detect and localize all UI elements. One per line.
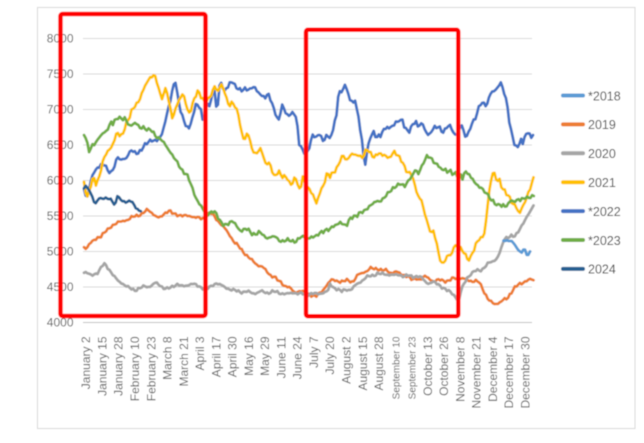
svg-text:June 11: June 11 (274, 336, 288, 378)
svg-text:March 21: March 21 (177, 336, 191, 386)
svg-text:October 13: October 13 (421, 336, 435, 396)
svg-text:4000: 4000 (47, 316, 74, 330)
svg-text:August 28: August 28 (372, 336, 386, 390)
svg-text:November 21: November 21 (470, 336, 484, 408)
svg-text:January 2: January 2 (79, 336, 93, 389)
svg-text:May 29: May 29 (258, 336, 272, 376)
svg-text:January 15: January 15 (96, 336, 110, 396)
svg-text:December 17: December 17 (502, 336, 516, 408)
svg-text:May 16: May 16 (242, 336, 256, 376)
svg-text:November 8: November 8 (453, 336, 467, 402)
svg-text:February 10: February 10 (128, 336, 142, 401)
svg-text:August 15: August 15 (356, 336, 370, 390)
svg-text:2020: 2020 (588, 147, 616, 161)
svg-text:December 30: December 30 (519, 336, 533, 408)
svg-text:April 17: April 17 (209, 336, 223, 377)
svg-text:December 4: December 4 (486, 336, 500, 402)
svg-text:October 26: October 26 (437, 336, 451, 396)
svg-text:2021: 2021 (588, 176, 616, 190)
svg-text:June 24: June 24 (291, 336, 305, 379)
svg-text:*2018: *2018 (588, 89, 621, 103)
svg-text:January 28: January 28 (112, 336, 126, 396)
svg-text:April 30: April 30 (226, 336, 240, 377)
svg-text:*2022: *2022 (588, 205, 621, 219)
svg-text:July 7: July 7 (307, 336, 321, 368)
svg-text:*2023: *2023 (588, 234, 621, 248)
svg-text:July 20: July 20 (323, 336, 337, 374)
svg-text:March 8: March 8 (161, 336, 175, 380)
svg-text:September 10: September 10 (391, 336, 402, 399)
svg-text:2019: 2019 (588, 118, 616, 132)
svg-text:April 3: April 3 (193, 336, 207, 370)
svg-text:February 23: February 23 (144, 336, 158, 401)
svg-text:2024: 2024 (588, 263, 616, 277)
svg-text:August 2: August 2 (340, 336, 354, 384)
svg-text:September 23: September 23 (408, 336, 419, 399)
